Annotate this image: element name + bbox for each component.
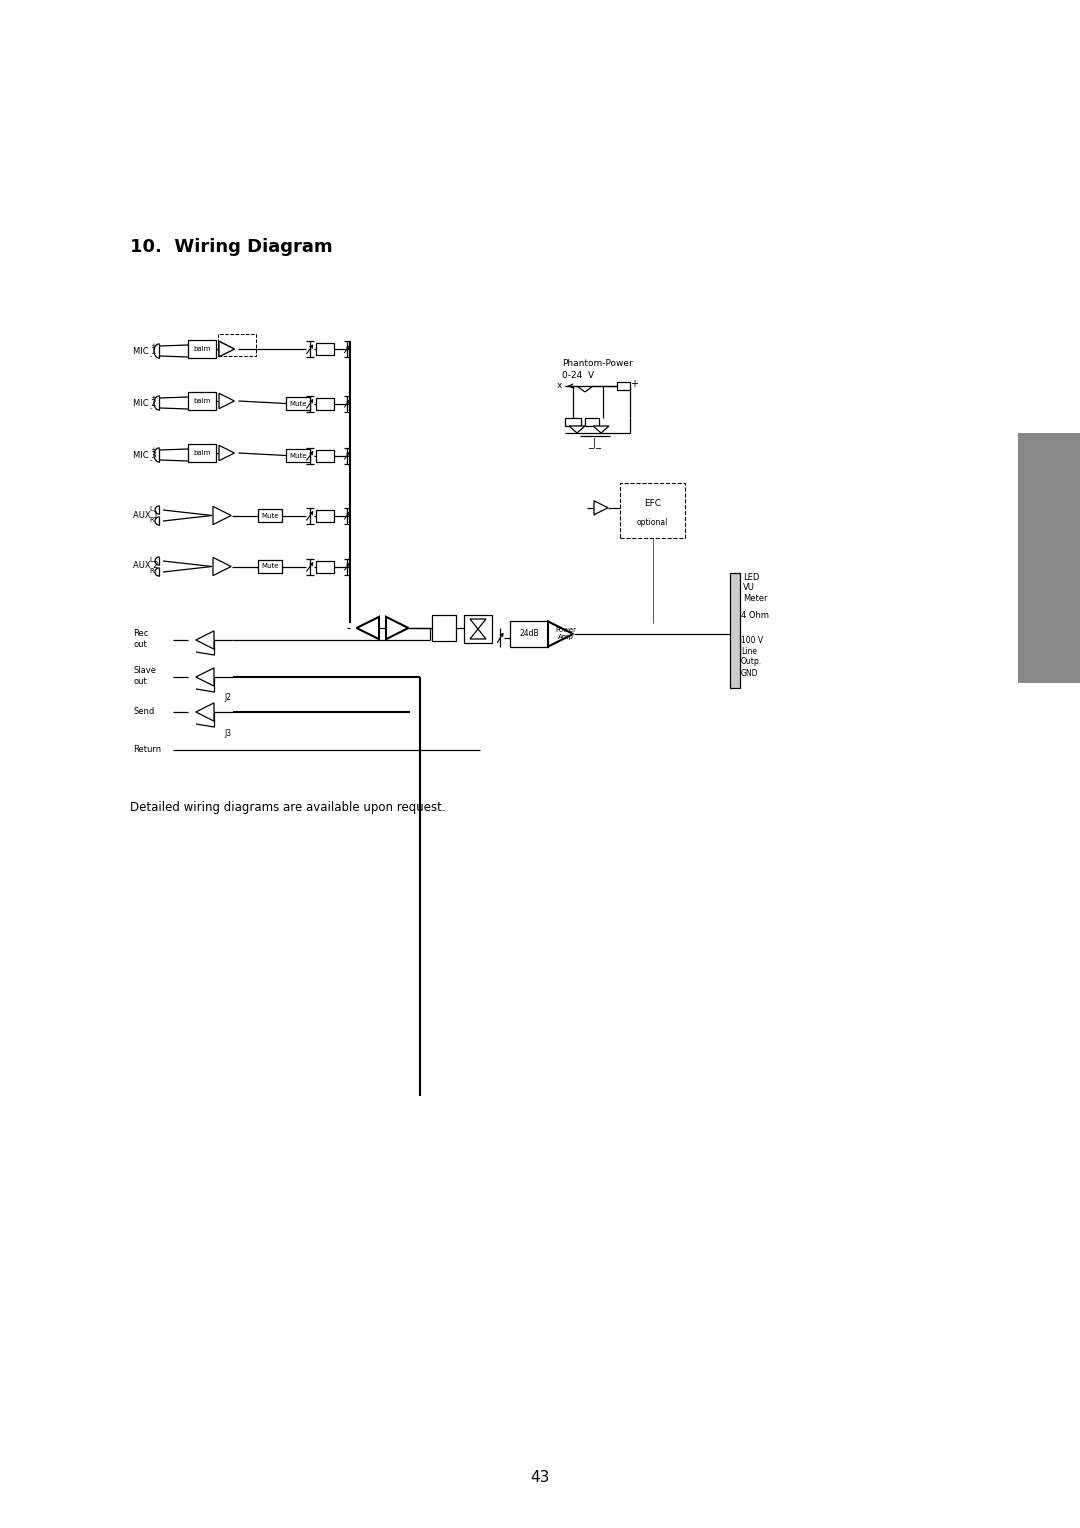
Bar <box>510 620 548 646</box>
Bar <box>286 397 310 410</box>
Text: Send: Send <box>133 706 154 715</box>
Bar <box>218 335 256 356</box>
Polygon shape <box>219 341 234 356</box>
Bar <box>585 419 599 426</box>
Text: 100 V
Line
Outp.: 100 V Line Outp. <box>741 636 764 666</box>
Text: MIC 1: MIC 1 <box>133 347 157 356</box>
Bar <box>316 561 334 573</box>
Polygon shape <box>548 622 573 646</box>
Bar <box>188 445 216 461</box>
Text: -: - <box>150 353 152 359</box>
Bar <box>620 483 685 538</box>
Text: balm: balm <box>193 451 211 455</box>
Bar <box>617 382 630 390</box>
Text: balm: balm <box>193 345 211 351</box>
Polygon shape <box>356 617 379 639</box>
Bar <box>258 509 282 523</box>
Text: Rec
out: Rec out <box>133 630 148 649</box>
Text: MIC 3: MIC 3 <box>133 451 157 460</box>
Bar <box>565 419 581 426</box>
Bar <box>258 559 282 573</box>
Text: J3: J3 <box>225 729 231 738</box>
Text: 0-24  V: 0-24 V <box>562 371 594 380</box>
Text: 4 Ohm: 4 Ohm <box>741 611 769 619</box>
Bar <box>188 341 216 358</box>
Text: _|_: _|_ <box>589 437 602 448</box>
Text: optional: optional <box>637 518 669 527</box>
Text: L: L <box>149 558 153 562</box>
Text: 43: 43 <box>530 1470 550 1485</box>
Bar <box>316 449 334 461</box>
Text: -: - <box>150 405 152 411</box>
Text: +: + <box>630 379 638 390</box>
Text: 24dB: 24dB <box>519 630 539 639</box>
Polygon shape <box>219 393 234 408</box>
Bar <box>316 509 334 521</box>
Text: R: R <box>149 516 153 523</box>
Polygon shape <box>195 631 214 649</box>
Bar <box>1018 432 1080 683</box>
Text: LED
VU
Meter: LED VU Meter <box>743 573 768 604</box>
Polygon shape <box>594 501 608 515</box>
Text: Mute: Mute <box>261 512 279 518</box>
Text: 10.  Wiring Diagram: 10. Wiring Diagram <box>130 238 333 257</box>
Polygon shape <box>213 558 231 576</box>
Text: +: + <box>150 342 156 348</box>
Bar <box>286 449 310 461</box>
Text: Return: Return <box>133 746 161 755</box>
Text: Mute: Mute <box>261 564 279 570</box>
Text: AUX 2: AUX 2 <box>133 561 159 570</box>
Polygon shape <box>470 619 486 639</box>
Text: L: L <box>149 506 153 512</box>
Text: Detailed wiring diagrams are available upon request.: Detailed wiring diagrams are available u… <box>130 802 446 814</box>
Polygon shape <box>593 426 609 432</box>
Text: J2: J2 <box>225 694 231 703</box>
Bar <box>316 342 334 354</box>
Bar <box>464 614 492 643</box>
Polygon shape <box>569 426 585 432</box>
Text: R: R <box>149 568 153 575</box>
Text: EFC: EFC <box>644 500 661 509</box>
Bar <box>188 393 216 410</box>
Text: -: - <box>150 457 152 463</box>
Text: MIC 2: MIC 2 <box>133 399 157 408</box>
Bar <box>730 573 740 688</box>
Polygon shape <box>195 668 214 686</box>
Bar <box>316 397 334 410</box>
Text: balm: balm <box>193 397 211 403</box>
Text: Power
Amp: Power Amp <box>555 626 577 640</box>
Polygon shape <box>219 445 234 461</box>
Text: Phantom-Power: Phantom-Power <box>562 359 633 368</box>
Polygon shape <box>213 506 231 524</box>
Polygon shape <box>386 617 408 639</box>
Polygon shape <box>195 703 214 721</box>
Text: AUX 1: AUX 1 <box>133 510 159 520</box>
Bar <box>432 614 456 642</box>
Text: GND: GND <box>741 669 758 677</box>
Text: Mute: Mute <box>289 400 307 406</box>
Polygon shape <box>219 341 234 356</box>
Text: x: x <box>557 382 563 391</box>
Text: Slave
out: Slave out <box>133 666 156 686</box>
Text: +: + <box>150 448 156 452</box>
Text: +: + <box>150 396 156 400</box>
Text: Mute: Mute <box>289 452 307 458</box>
Text: english: english <box>1041 527 1056 590</box>
Bar <box>732 639 740 663</box>
